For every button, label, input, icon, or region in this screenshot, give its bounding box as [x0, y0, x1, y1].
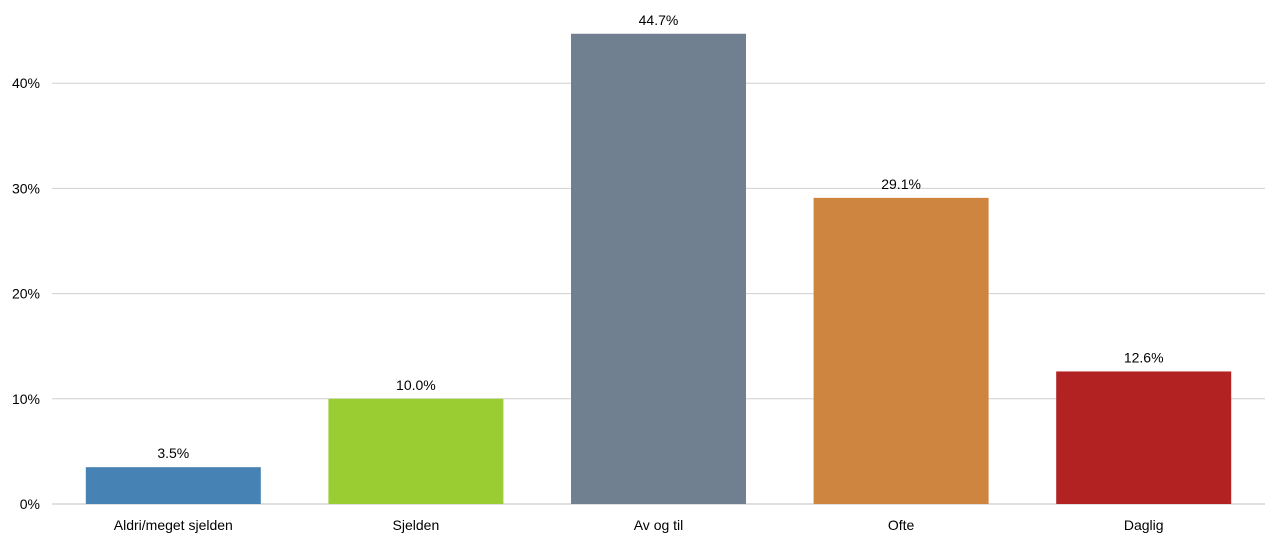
y-tick-label: 20% — [12, 286, 40, 302]
data-label: 44.7% — [639, 12, 679, 28]
bar — [85, 467, 261, 504]
y-tick-label: 40% — [12, 75, 40, 91]
y-tick-label: 0% — [20, 496, 40, 512]
y-axis: 0% 10% 20% 30% 40% — [12, 75, 40, 512]
bars — [85, 33, 1232, 505]
data-labels: 3.5% 10.0% 44.7% 29.1% 12.6% — [157, 12, 1163, 461]
bar — [328, 398, 504, 504]
x-tick-label: Ofte — [888, 517, 915, 533]
data-label: 3.5% — [157, 445, 189, 461]
x-tick-label: Sjelden — [393, 517, 440, 533]
x-axis: Aldri/meget sjelden Sjelden Av og til Ofte D… — [114, 517, 1164, 533]
data-label: 29.1% — [881, 176, 921, 192]
bar — [571, 33, 746, 504]
x-tick-label: Daglig — [1124, 517, 1164, 533]
y-tick-label: 10% — [12, 391, 40, 407]
x-tick-label: Av og til — [634, 517, 684, 533]
bar — [1056, 371, 1232, 504]
data-label: 12.6% — [1124, 349, 1164, 365]
data-label: 10.0% — [396, 377, 436, 393]
x-tick-label: Aldri/meget sjelden — [114, 517, 233, 533]
y-tick-label: 30% — [12, 180, 40, 196]
bar — [813, 197, 989, 505]
